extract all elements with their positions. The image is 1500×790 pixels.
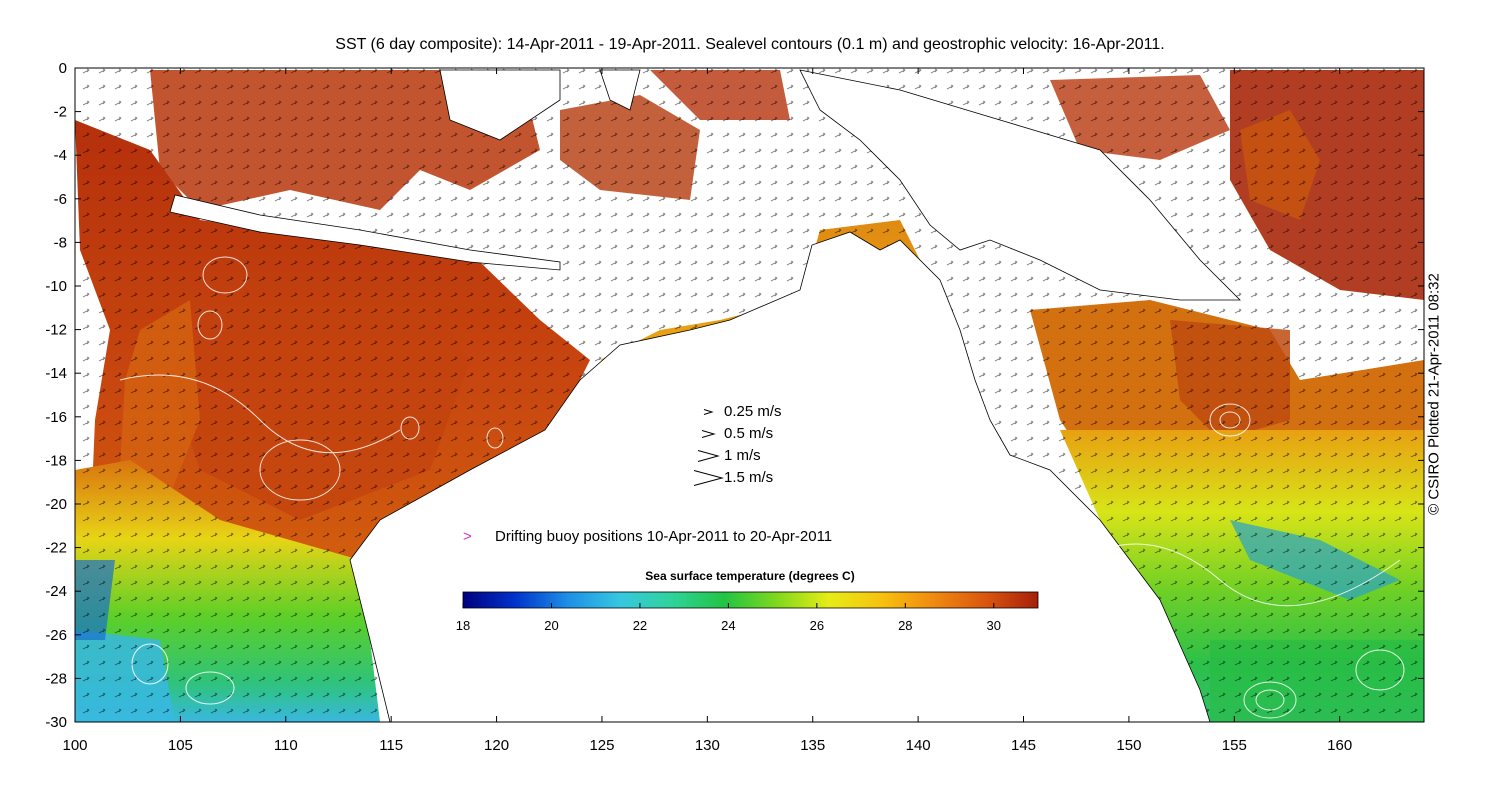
x-tick-label: 145 <box>1011 737 1036 754</box>
colorbar-tick-label: 20 <box>544 618 558 633</box>
velocity-scale-legend: 0.25 m/s 0.5 m/s 1 m/s 1.5 m/s <box>693 403 782 486</box>
y-tick-label: -14 <box>45 365 67 382</box>
map-title: SST (6 day composite): 14-Apr-2011 - 19-… <box>335 36 1165 53</box>
x-tick-label: 105 <box>168 737 193 754</box>
y-axis: 0 -2 -4 -6 -8 -10 -12 -14 -16 -18 -20 -22 -24 -26 -28 -… <box>45 60 1424 731</box>
x-tick-label: 130 <box>695 737 720 754</box>
velocity-arrow-icon <box>701 430 716 438</box>
y-tick-label: -16 <box>45 409 67 426</box>
y-tick-label: -20 <box>45 496 67 513</box>
y-tick-label: -24 <box>45 583 67 600</box>
velocity-scale-label: 1.5 m/s <box>724 469 773 486</box>
y-tick-label: -6 <box>54 191 67 208</box>
y-tick-label: -30 <box>45 714 67 731</box>
y-tick-label: -12 <box>45 322 67 339</box>
y-tick-label: -4 <box>54 147 67 164</box>
x-tick-label: 140 <box>906 737 931 754</box>
velocity-arrow-icon <box>703 409 714 415</box>
x-tick-label: 100 <box>62 737 87 754</box>
y-tick-label: -10 <box>45 278 67 295</box>
colorbar-title: Sea surface temperature (degrees C) <box>645 569 854 583</box>
x-tick-label: 135 <box>800 737 825 754</box>
velocity-scale-label: 1 m/s <box>724 447 761 464</box>
colorbar-tick-label: 28 <box>898 618 912 633</box>
plot-frame <box>74 67 1425 723</box>
colorbar-tick-label: 24 <box>721 618 735 633</box>
colorbar-tick-label: 26 <box>810 618 824 633</box>
velocity-scale-label: 0.5 m/s <box>724 425 773 442</box>
colorbar-tick-label: 22 <box>633 618 647 633</box>
colorbar: Sea surface temperature (degrees C) 18 20… <box>456 569 1039 633</box>
colorbar-ticks: 18 20 22 24 26 28 30 <box>456 603 1001 633</box>
velocity-arrow-icon <box>693 470 724 486</box>
x-tick-label: 120 <box>484 737 509 754</box>
y-tick-label: -18 <box>45 452 67 469</box>
x-tick-label: 155 <box>1222 737 1247 754</box>
y-tick-label: -22 <box>45 540 67 557</box>
velocity-arrow-icon <box>697 450 720 462</box>
x-tick-label: 110 <box>274 737 298 754</box>
y-tick-label: -28 <box>45 670 67 687</box>
sealevel-contours <box>119 256 1405 719</box>
buoy-legend: > Drifting buoy positions 10-Apr-2011 to… <box>463 528 832 545</box>
buoy-legend-label: Drifting buoy positions 10-Apr-2011 to 2… <box>495 528 832 545</box>
y-tick-label: -8 <box>54 234 67 251</box>
buoy-marker-icon: > <box>463 528 472 545</box>
x-tick-label: 150 <box>1116 737 1141 754</box>
velocity-scale-label: 0.25 m/s <box>724 403 782 420</box>
x-tick-label: 125 <box>589 737 614 754</box>
x-tick-label: 160 <box>1327 737 1352 754</box>
colorbar-tick-label: 30 <box>987 618 1001 633</box>
colorbar-bar <box>462 591 1039 609</box>
colorbar-tick-label: 18 <box>456 618 470 633</box>
x-tick-label: 115 <box>379 737 403 754</box>
y-tick-label: -26 <box>45 627 67 644</box>
credit-text: © CSIRO Plotted 21-Apr-2011 08:32 <box>1425 273 1443 515</box>
y-tick-label: -2 <box>54 104 67 121</box>
x-axis: 100 105 110 115 120 125 130 135 140 145 150 155 160 <box>62 68 1352 754</box>
y-tick-label: 0 <box>59 60 67 77</box>
